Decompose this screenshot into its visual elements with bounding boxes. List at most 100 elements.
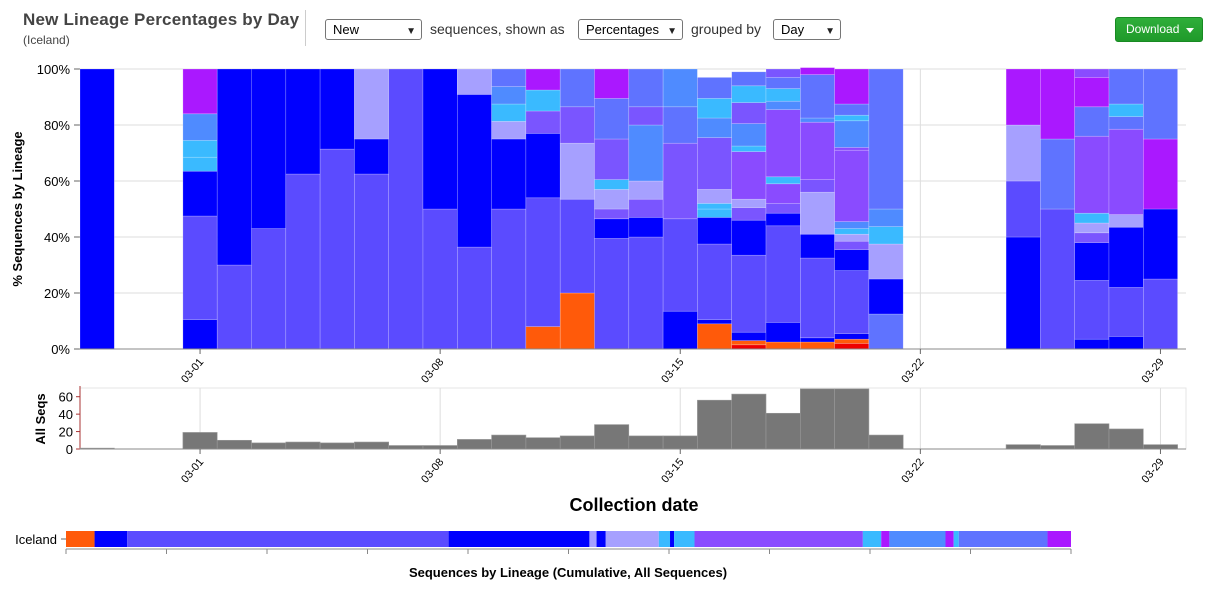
cumulative-lineage-segment xyxy=(94,531,128,547)
stacked-bar-segment xyxy=(697,137,733,190)
count-bar xyxy=(799,388,835,450)
stacked-bar-segment xyxy=(285,173,321,350)
grouped-by-label: grouped by xyxy=(691,21,762,37)
stacked-bar-segment xyxy=(559,68,595,108)
cumulative-chart-title: Sequences by Lineage (Cumulative, All Se… xyxy=(409,565,727,580)
count-bar xyxy=(456,439,492,450)
stacked-bar-segment xyxy=(1040,208,1076,350)
stacked-bar-segment xyxy=(251,228,287,350)
stacked-bar-segment xyxy=(868,243,904,280)
stacked-bar-segment xyxy=(216,264,252,350)
x-tick-label: 03-29 xyxy=(1139,356,1166,385)
count-bar xyxy=(697,399,733,450)
y-tick-label: 20% xyxy=(44,286,70,301)
count-bar xyxy=(216,439,252,450)
stacked-bar-segment xyxy=(834,228,870,235)
stacked-bar-segment xyxy=(697,189,733,204)
stacked-bar-segment xyxy=(731,85,767,103)
stacked-bar-segment xyxy=(731,198,767,208)
stacked-bar-segment xyxy=(594,98,630,140)
chevron-down-icon: ▼ xyxy=(667,26,677,37)
stacked-bar-segment xyxy=(1108,214,1144,228)
stacked-bar-segment xyxy=(868,313,904,350)
stacked-bar-segment xyxy=(1074,280,1110,340)
stacked-bar-segment xyxy=(1040,138,1076,210)
stacked-bar-segment xyxy=(731,254,767,333)
cumulative-lineage-segment xyxy=(66,531,95,547)
cumulative-lineage-segment xyxy=(1047,531,1071,547)
stacked-bar-segment xyxy=(594,238,630,350)
stacked-bar-segment xyxy=(765,68,801,78)
x-tick-label: 03-22 xyxy=(899,356,926,385)
stacked-bar-segment xyxy=(868,278,904,315)
chevron-down-icon: ▼ xyxy=(406,26,416,37)
stacked-bar-segment xyxy=(628,180,664,200)
x-tick-label: 03-08 xyxy=(419,456,446,485)
y-tick-label: 100% xyxy=(37,62,71,77)
count-bar xyxy=(319,442,355,450)
download-button[interactable]: Download xyxy=(1115,17,1203,42)
stacked-bar-segment xyxy=(765,341,801,350)
stacked-bar-segment xyxy=(182,170,218,217)
stacked-bar-segment xyxy=(834,221,870,229)
sequence-type-select[interactable]: New ▼ xyxy=(325,19,422,40)
stacked-bar-segment xyxy=(868,208,904,227)
stacked-bar-segment xyxy=(594,179,630,190)
y-tick-label: 40 xyxy=(59,407,73,422)
stacked-bar-segment xyxy=(1143,138,1178,210)
stacked-bar-segment xyxy=(456,246,492,350)
stacked-bar-segment xyxy=(697,208,733,218)
stacked-bar-segment xyxy=(834,240,870,250)
x-tick-label: 03-15 xyxy=(659,356,686,385)
stacked-bar-segment xyxy=(594,68,630,99)
stacked-bar-segment xyxy=(834,103,870,116)
count-bar xyxy=(285,441,321,450)
stacked-bar-segment xyxy=(834,68,870,105)
stacked-bar-segment xyxy=(731,71,767,87)
stacked-bar-segment xyxy=(1143,208,1178,280)
stacked-bar-segment xyxy=(1005,124,1041,182)
stacked-bar-segment xyxy=(354,138,389,175)
x-tick-label: 03-01 xyxy=(179,456,206,485)
x-tick-label: 03-29 xyxy=(1139,456,1166,485)
cumulative-lineage-segment xyxy=(658,531,671,547)
stacked-bar-segment xyxy=(628,236,664,350)
y-tick-label: 40% xyxy=(44,230,70,245)
cumulative-lineage-segment xyxy=(862,531,882,547)
stacked-bar-segment xyxy=(765,322,801,343)
stacked-bar-segment xyxy=(491,68,527,87)
stacked-bar-segment xyxy=(662,142,698,220)
stacked-bar-segment xyxy=(182,113,218,141)
stacked-bar-segment xyxy=(1108,226,1144,288)
cumulative-lineage-segment xyxy=(694,531,863,547)
group-by-select[interactable]: Day ▼ xyxy=(773,19,841,40)
stacked-bar-segment xyxy=(731,219,767,256)
stacked-bar-segment xyxy=(525,133,561,199)
cumulative-lineage-segment xyxy=(958,531,1048,547)
stacked-bar-segment xyxy=(1108,116,1144,130)
stacked-bar-segment xyxy=(491,121,527,140)
stacked-bar-segment xyxy=(251,68,287,229)
shown-as-label: sequences, shown as xyxy=(430,21,565,37)
stacked-bar-segment xyxy=(765,212,801,227)
stacked-bar-segment xyxy=(628,68,664,108)
stacked-bar-segment xyxy=(1074,338,1110,350)
stacked-bar-segment xyxy=(491,103,527,122)
display-mode-select[interactable]: Percentages ▼ xyxy=(578,19,683,40)
cumulative-lineage-segment xyxy=(881,531,890,547)
count-bar xyxy=(594,424,630,450)
count-bar xyxy=(388,445,424,450)
stacked-bar-segment xyxy=(799,67,835,75)
cumulative-lineage-segment xyxy=(674,531,695,547)
stacked-bar-segment xyxy=(1108,128,1144,215)
stacked-bar-segment xyxy=(731,151,767,200)
y-tick-label: 60% xyxy=(44,174,70,189)
stacked-bar-segment xyxy=(697,77,733,99)
stacked-bar-segment xyxy=(799,74,835,119)
cumulative-lineage-segment xyxy=(596,531,606,547)
stacked-bar-segment xyxy=(182,140,218,158)
stacked-bar-segment xyxy=(422,68,458,210)
stacked-bar-segment xyxy=(799,233,835,259)
count-bar xyxy=(525,437,561,450)
